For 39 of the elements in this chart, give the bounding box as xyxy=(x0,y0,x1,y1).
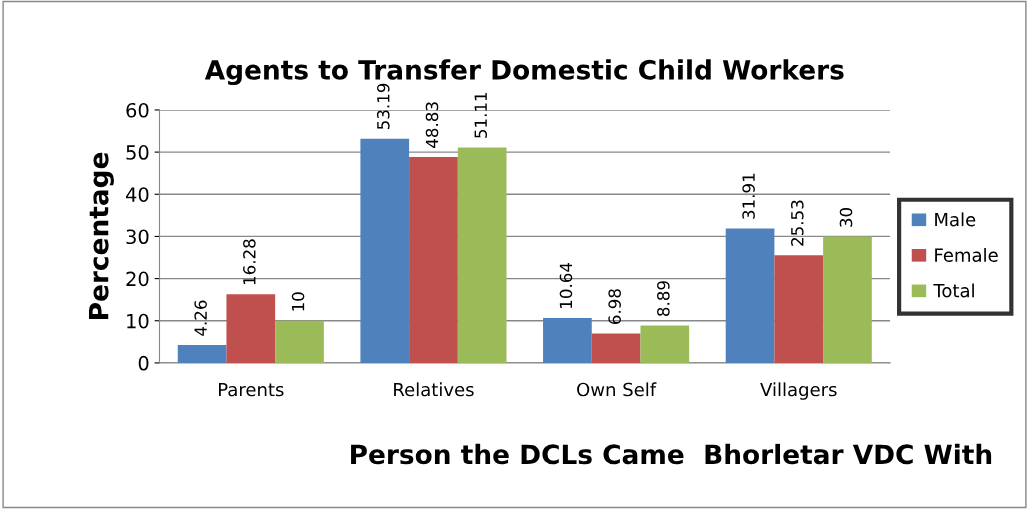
bar xyxy=(591,333,641,363)
data-label: 6.98 xyxy=(608,289,621,324)
data-label: 51.11 xyxy=(474,92,488,138)
data-label: 31.91 xyxy=(742,173,755,219)
data-label: 10.64 xyxy=(559,262,573,308)
bar xyxy=(543,318,592,363)
x-axis-title: Person the DCLs Came Bhorletar VDC With xyxy=(351,443,992,465)
y-tick-label: 20 xyxy=(126,271,149,287)
bar xyxy=(774,255,824,363)
y-axis-title: Percentage xyxy=(88,152,114,319)
y-tick-label: 60 xyxy=(126,102,149,118)
legend-label: Female xyxy=(935,247,998,262)
data-label: 10 xyxy=(291,292,305,311)
legend-label: Total xyxy=(933,283,974,298)
bar xyxy=(177,344,227,363)
data-label: 30 xyxy=(839,208,853,227)
x-tick-label: Relatives xyxy=(394,382,474,397)
x-tick-label: Own Self xyxy=(577,382,657,397)
bar xyxy=(360,138,410,363)
bar xyxy=(640,325,690,363)
legend-label: Male xyxy=(935,212,976,227)
y-tick-label: 30 xyxy=(126,229,149,245)
bar xyxy=(409,157,458,363)
bar xyxy=(823,236,872,363)
x-tick-label: Parents xyxy=(218,382,284,397)
y-tick-label: 0 xyxy=(138,355,149,371)
bar xyxy=(457,147,507,363)
data-label: 8.89 xyxy=(657,281,670,316)
bar xyxy=(226,294,276,363)
y-tick-label: 50 xyxy=(126,145,149,160)
data-label: 16.28 xyxy=(243,239,256,285)
y-tick-label: 40 xyxy=(125,187,149,202)
data-label: 25.53 xyxy=(790,200,804,246)
bar xyxy=(275,320,324,363)
y-tick-label: 10 xyxy=(127,313,149,329)
x-tick-label: Villagers xyxy=(760,382,837,400)
data-label: 48.83 xyxy=(425,102,439,148)
data-label: 4.26 xyxy=(194,300,207,336)
bar xyxy=(725,228,775,363)
